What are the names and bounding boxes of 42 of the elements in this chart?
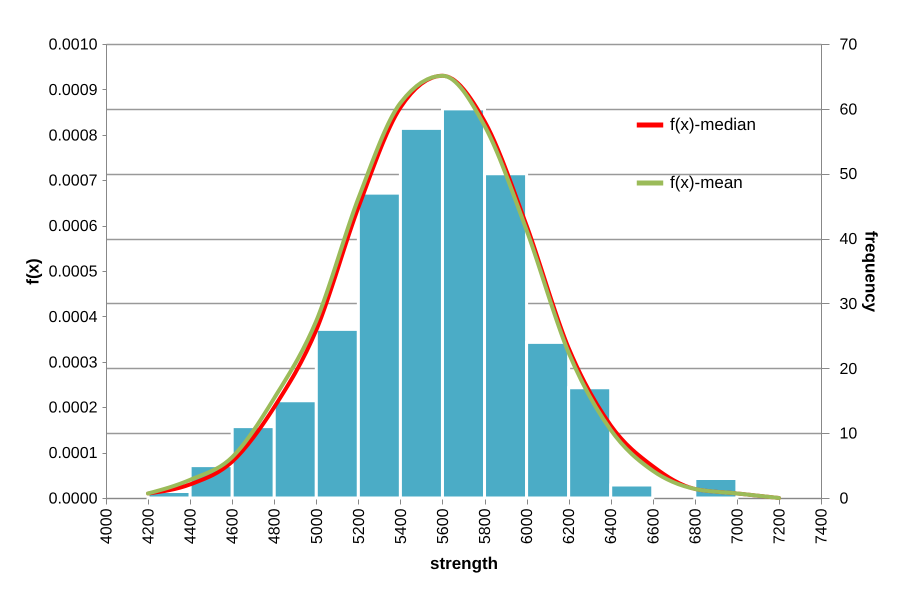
- y2-tick-label: 70: [840, 36, 858, 54]
- y2-tick-label: 40: [840, 231, 858, 248]
- x-tick-label: 5400: [392, 508, 410, 544]
- legend-label: f(x)-mean: [670, 173, 743, 192]
- y-tick-label: 0.0009: [48, 82, 98, 99]
- y-tick-label: 0.0007: [48, 172, 98, 190]
- y-tick-label: 0.0005: [48, 264, 98, 280]
- y2-tick-label: 50: [840, 166, 858, 184]
- x-tick-label: 7000: [729, 508, 746, 544]
- y2-tick-label: 60: [840, 101, 858, 118]
- y-tick-label: 0.0010: [48, 36, 98, 54]
- y-axis-title: f(x): [24, 258, 43, 285]
- x-tick-label: 7400: [814, 508, 830, 544]
- x-tick-label: 6400: [603, 508, 620, 544]
- x-tick-label: 5200: [350, 508, 368, 544]
- y2-tick-label: 10: [840, 426, 858, 443]
- x-tick-label: 4800: [266, 508, 284, 544]
- x-tick-label: 4200: [140, 508, 158, 544]
- y2-axis-title: frequency: [861, 230, 880, 313]
- x-axis-title: strength: [430, 554, 498, 574]
- x-tick-label: 6600: [645, 508, 662, 544]
- y-tick-label: 0.0003: [48, 354, 98, 372]
- y-tick-label: 0.0001: [48, 445, 98, 462]
- legend-label: f(x)-median: [670, 115, 756, 134]
- x-tick-label: 4600: [224, 508, 242, 544]
- x-tick-label: 6200: [561, 508, 578, 544]
- x-tick-label: 5000: [308, 508, 326, 544]
- y-tick-label: 0.0006: [48, 218, 98, 236]
- y-tick-label: 0.0004: [48, 308, 98, 326]
- x-tick-label: 6800: [687, 508, 704, 544]
- y-tick-label: 0.0002: [48, 400, 98, 417]
- y2-tick-label: 20: [840, 360, 858, 378]
- x-tick-label: 5600: [434, 508, 452, 544]
- x-tick-label: 6000: [519, 508, 536, 544]
- y-tick-label: 0.0000: [48, 490, 98, 508]
- x-tick-label: 7200: [771, 508, 788, 544]
- x-tick-label: 5800: [477, 508, 494, 544]
- x-tick-label: 4400: [182, 508, 200, 544]
- x-tick-label: 4000: [98, 508, 116, 544]
- y2-tick-label: 30: [840, 296, 858, 313]
- y2-tick-label: 0: [840, 490, 848, 508]
- y-tick-label: 0.0008: [48, 127, 98, 144]
